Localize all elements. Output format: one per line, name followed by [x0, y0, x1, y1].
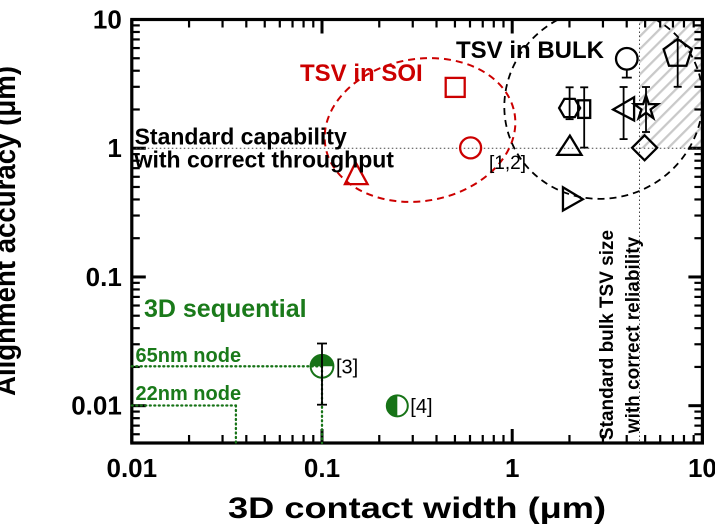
- svg-text:0.1: 0.1: [304, 453, 340, 483]
- svg-text:[1,2]: [1,2]: [489, 153, 526, 174]
- svg-text:22nm node: 22nm node: [136, 383, 242, 405]
- svg-text:3D contact width (μm): 3D contact width (μm): [228, 492, 606, 525]
- svg-text:TSV in SOI: TSV in SOI: [300, 60, 423, 87]
- svg-text:1: 1: [505, 453, 519, 483]
- svg-text:1: 1: [107, 133, 121, 163]
- svg-text:Alignment accuracy (μm): Alignment accuracy (μm): [0, 66, 22, 396]
- svg-text:[4]: [4]: [410, 396, 432, 418]
- svg-text:with correct reliability: with correct reliability: [623, 236, 644, 434]
- svg-text:3D sequential: 3D sequential: [144, 295, 307, 323]
- svg-text:65nm node: 65nm node: [136, 345, 242, 367]
- svg-text:0.01: 0.01: [71, 391, 122, 421]
- svg-text:TSV in BULK: TSV in BULK: [456, 37, 605, 64]
- svg-text:0.01: 0.01: [106, 453, 157, 483]
- svg-text:[3]: [3]: [336, 356, 358, 378]
- svg-text:10: 10: [688, 453, 715, 483]
- svg-text:with correct throughput: with correct throughput: [134, 147, 395, 173]
- svg-text:10: 10: [93, 5, 122, 35]
- svg-text:Standard bulk TSV size: Standard bulk TSV size: [597, 230, 618, 440]
- svg-text:0.1: 0.1: [86, 262, 122, 292]
